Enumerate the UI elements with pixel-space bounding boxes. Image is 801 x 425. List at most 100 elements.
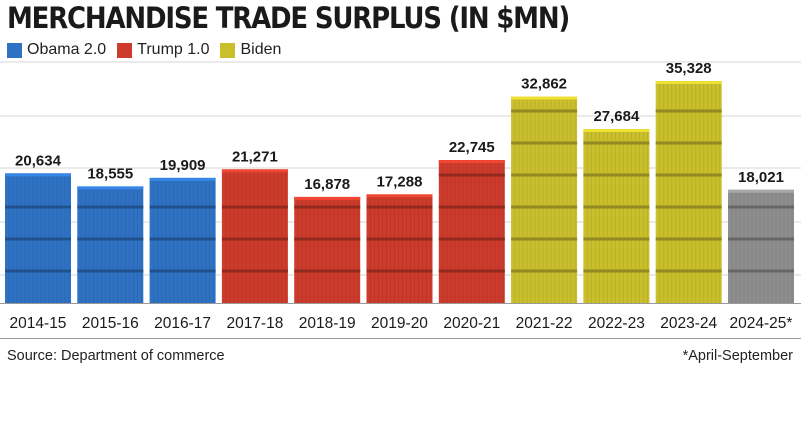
container-separator (221, 269, 288, 273)
container-separator (5, 237, 71, 241)
container-separator (511, 141, 578, 145)
bar (583, 129, 650, 303)
container-separator (583, 237, 650, 241)
container-separator (728, 205, 794, 209)
container-separator (438, 173, 505, 177)
source-note: Source: Department of commerce (7, 348, 225, 364)
value-label: 27,684 (593, 108, 640, 125)
legend-swatch (220, 42, 236, 58)
container-separator (583, 269, 650, 273)
bars (5, 81, 794, 303)
container-separator (366, 205, 433, 209)
bar-2024-25* (728, 189, 794, 303)
legend-swatch (7, 42, 22, 58)
container-separator (438, 205, 505, 209)
bar (655, 81, 722, 303)
legend-label: Biden (240, 41, 282, 58)
legend-swatch (117, 42, 133, 58)
legend-item-biden: Biden (220, 41, 281, 59)
legend-item-trump-1-0: Trump 1.0 (117, 41, 209, 59)
container-separator (149, 269, 216, 273)
bar-top-edge (5, 173, 71, 177)
x-tick-label: 2020-21 (443, 315, 500, 332)
container-separator (438, 269, 505, 273)
bar-top-edge (583, 129, 650, 133)
container-separator (149, 205, 216, 209)
bar-top-edge (77, 186, 144, 190)
container-separator (655, 109, 722, 113)
container-separator (583, 173, 650, 177)
container-separator (5, 205, 71, 209)
container-separator (366, 237, 433, 241)
x-tick-label: 2021-22 (516, 315, 573, 332)
container-separator (583, 141, 650, 145)
value-label: 19,909 (160, 157, 206, 174)
bar-2020-21 (438, 160, 505, 303)
x-tick-labels: 2014-15 2015-16 2016-17 2017-18 2018-19 2019-… (10, 315, 793, 332)
bar (728, 189, 794, 303)
value-label: 16,878 (304, 176, 350, 193)
bar-top-edge (294, 196, 361, 200)
container-separator (728, 237, 794, 241)
container-separator (221, 237, 288, 241)
container-separator (511, 237, 578, 241)
chart-title: MERCHANDISE TRADE SURPLUS (IN $MN) (7, 2, 570, 36)
bar (221, 169, 288, 303)
bar-top-edge (511, 96, 578, 100)
bar-2014-15 (5, 173, 71, 303)
x-tick-label: 2022-23 (588, 315, 645, 332)
bar-2018-19 (294, 196, 361, 303)
container-separator (438, 237, 505, 241)
legend-label: Obama 2.0 (27, 41, 107, 58)
bar-chart: 20,634 18,555 19,909 21,271 16,878 17,288 22,7… (0, 60, 801, 339)
x-tick-label: 2017-18 (226, 315, 283, 332)
container-separator (655, 173, 722, 177)
value-label: 20,634 (15, 152, 62, 169)
value-label: 18,021 (738, 169, 784, 186)
bar-top-edge (438, 160, 505, 164)
bar-2015-16 (77, 186, 144, 303)
bar-2017-18 (221, 169, 288, 303)
value-label: 17,288 (377, 173, 423, 190)
container-separator (655, 141, 722, 145)
bar-2021-22 (511, 96, 578, 303)
container-separator (366, 269, 433, 273)
legend-label: Trump 1.0 (137, 41, 210, 58)
bar-top-edge (655, 81, 722, 84)
container-separator (655, 269, 722, 273)
container-separator (728, 269, 794, 273)
container-separator (511, 269, 578, 273)
legend: Obama 2.0 Trump 1.0 Biden (7, 41, 292, 59)
container-separator (77, 237, 144, 241)
x-tick-label: 2019-20 (371, 315, 428, 332)
container-separator (294, 237, 361, 241)
container-separator (5, 269, 71, 273)
bar-top-edge (221, 169, 288, 173)
bar-top-edge (728, 189, 794, 193)
bar-top-edge (366, 194, 433, 198)
container-separator (511, 205, 578, 209)
container-separator (221, 205, 288, 209)
container-separator (294, 205, 361, 209)
value-label: 32,862 (521, 75, 567, 92)
x-tick-label: 2024-25* (730, 315, 793, 332)
container-separator (583, 205, 650, 209)
value-labels: 20,634 18,555 19,909 21,271 16,878 17,288 22,7… (15, 60, 784, 193)
bar-2022-23 (583, 129, 650, 303)
container-separator (77, 269, 144, 273)
x-tick-label: 2023-24 (660, 315, 717, 332)
container-separator (511, 109, 578, 113)
footnote: *April-September (682, 348, 793, 364)
x-tick-label: 2018-19 (299, 315, 356, 332)
bar (511, 96, 578, 303)
bar-top-edge (149, 177, 216, 181)
container-separator (149, 237, 216, 241)
bar-2016-17 (149, 177, 216, 303)
bar (366, 194, 433, 303)
value-label: 18,555 (87, 165, 133, 182)
value-label: 21,271 (232, 148, 278, 165)
container-separator (655, 237, 722, 241)
bar-2019-20 (366, 194, 433, 303)
x-tick-label: 2014-15 (10, 315, 67, 332)
container-separator (294, 269, 361, 273)
